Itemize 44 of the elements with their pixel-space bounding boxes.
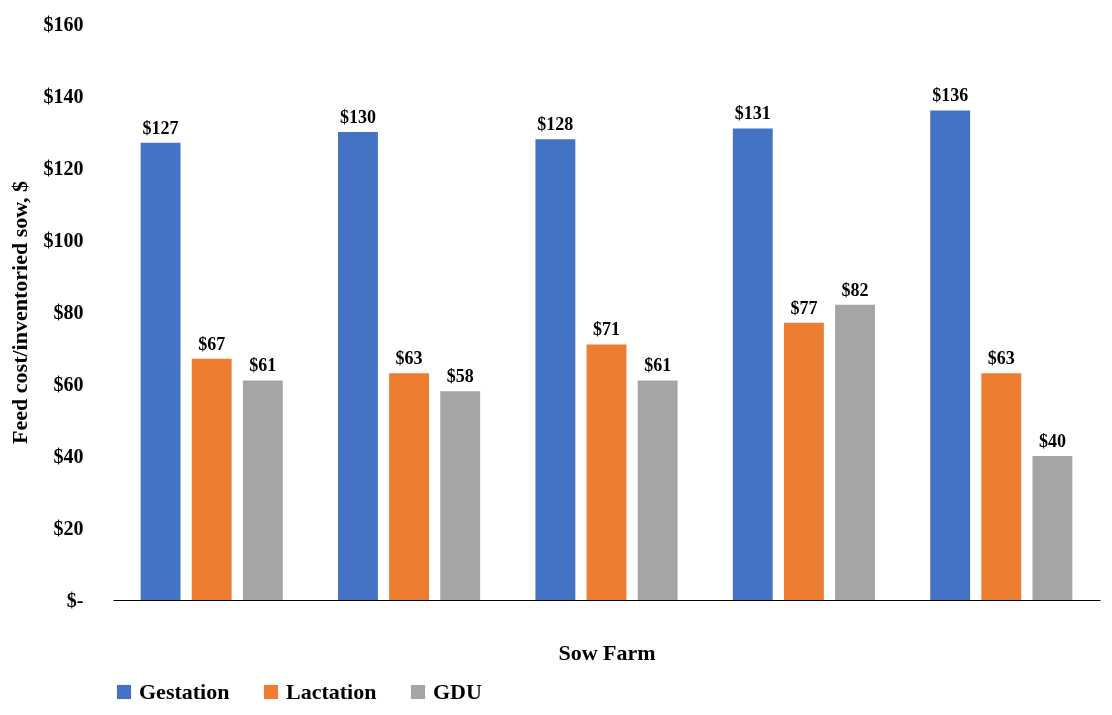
legend-label: GDU xyxy=(433,679,482,704)
data-label: $127 xyxy=(142,117,179,138)
y-tick-label: $60 xyxy=(53,372,84,395)
bar xyxy=(440,391,481,600)
y-tick-label: $160 xyxy=(43,12,84,35)
y-tick-label: $120 xyxy=(43,156,84,179)
y-tick-label: $80 xyxy=(53,300,84,323)
bar xyxy=(930,110,971,600)
legend-label: Gestation xyxy=(139,679,230,704)
data-label: $71 xyxy=(593,319,620,340)
data-label: $40 xyxy=(1038,431,1066,451)
bar xyxy=(242,380,283,600)
data-label: $130 xyxy=(339,107,376,127)
bar xyxy=(1032,456,1073,600)
bar xyxy=(586,344,627,600)
y-tick-label: $40 xyxy=(53,444,84,467)
data-label: $63 xyxy=(987,348,1015,369)
data-label: $63 xyxy=(395,348,423,369)
bar xyxy=(732,128,773,600)
bar xyxy=(981,373,1022,600)
data-label: $128 xyxy=(537,114,574,135)
y-axis-title: Feed cost/inventoried sow, $ xyxy=(6,181,32,444)
y-tick-label: $140 xyxy=(43,84,84,107)
bar xyxy=(783,322,824,600)
y-tick-label: $100 xyxy=(43,228,84,251)
data-label: $61 xyxy=(249,355,277,376)
bar xyxy=(389,373,430,600)
bar xyxy=(535,139,576,600)
data-label: $131 xyxy=(734,103,771,124)
data-label: $67 xyxy=(198,333,226,354)
bar xyxy=(338,132,378,600)
legend-label: Lactation xyxy=(286,679,377,704)
bar xyxy=(140,142,181,600)
data-label: $82 xyxy=(841,279,869,300)
y-tick-label: $- xyxy=(66,588,84,611)
x-axis-title: Sow Farm xyxy=(558,639,656,665)
y-tick-label: $20 xyxy=(53,516,84,539)
data-label: $77 xyxy=(790,297,818,318)
data-label: $58 xyxy=(446,366,474,387)
data-label: $136 xyxy=(932,85,969,106)
bar xyxy=(191,358,232,600)
bar xyxy=(637,380,678,600)
bar xyxy=(835,304,875,600)
data-label: $61 xyxy=(644,355,672,376)
